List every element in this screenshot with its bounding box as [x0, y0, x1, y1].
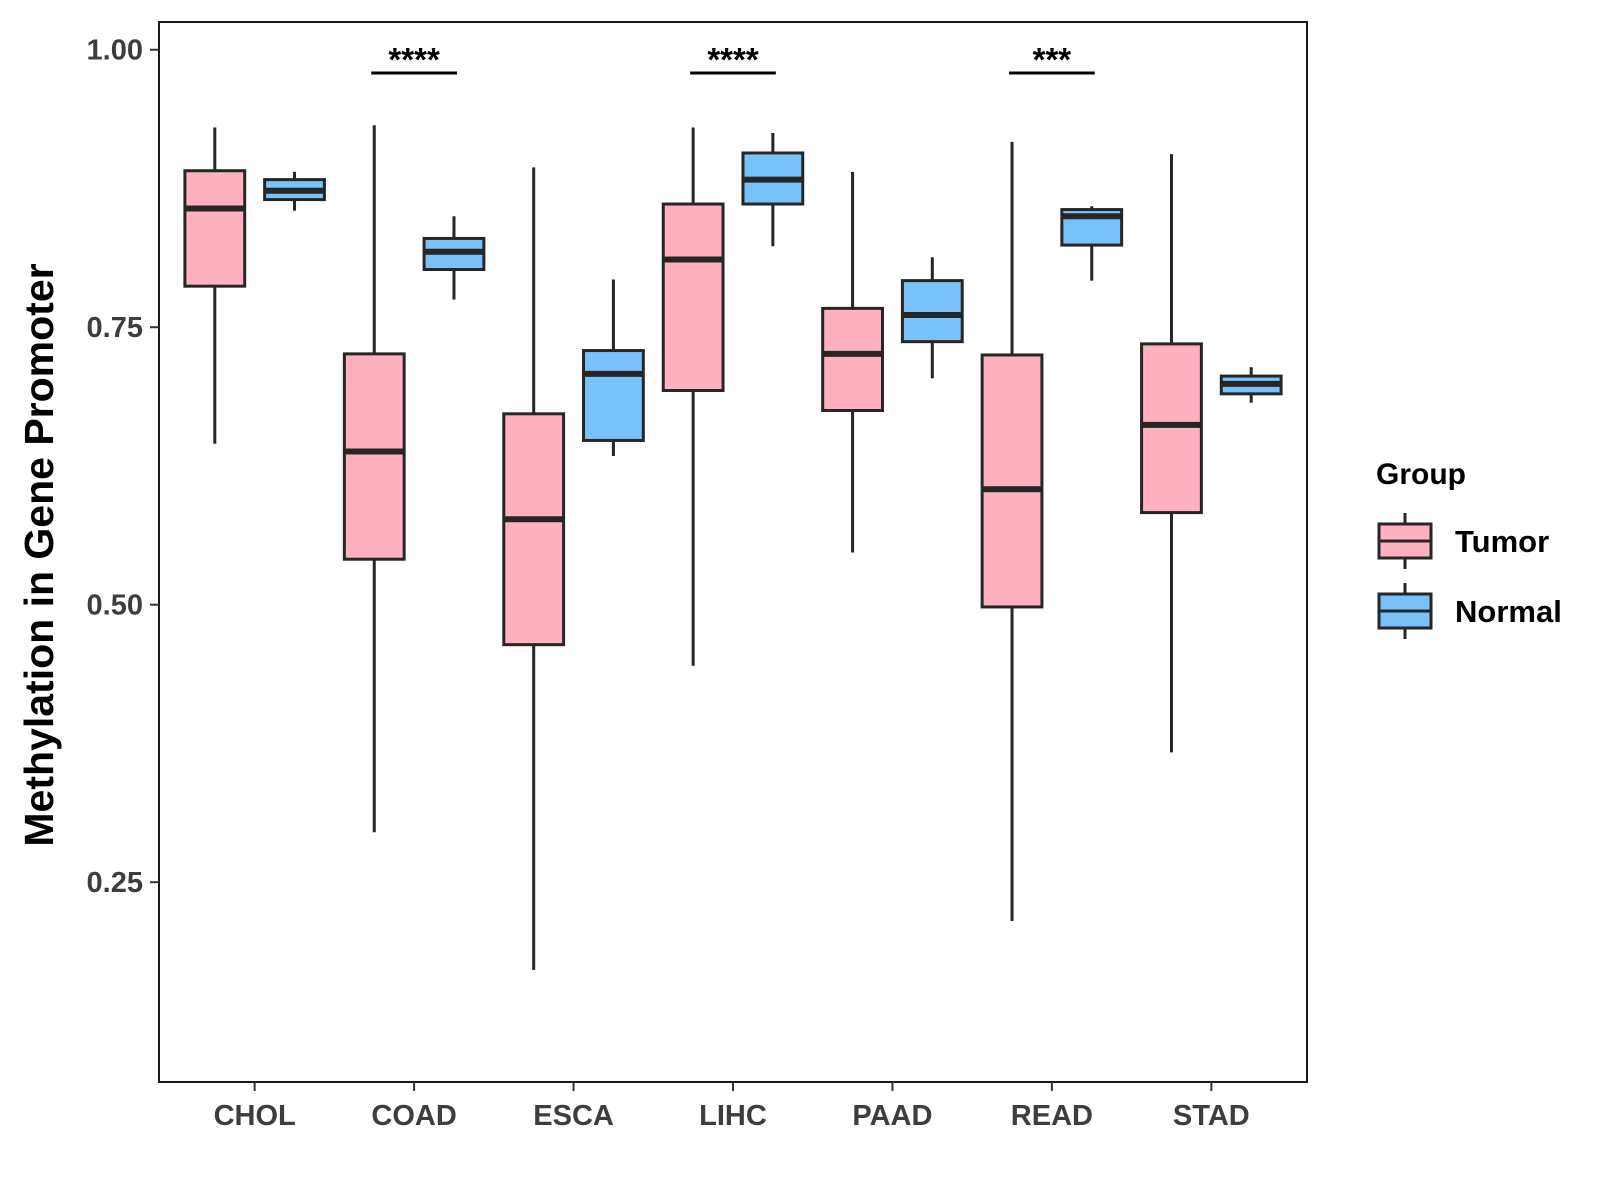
x-tick-label: CHOL [214, 1100, 296, 1132]
panel-border [158, 21, 1308, 1083]
legend-label: Normal [1455, 594, 1562, 629]
box-body [821, 306, 884, 412]
box-body [900, 279, 964, 344]
legend: Group Tumor Normal [1376, 458, 1562, 639]
box-body [661, 202, 725, 393]
box-body [582, 349, 645, 442]
x-tick-label: COAD [371, 1100, 456, 1132]
box-body [342, 352, 406, 561]
y-tick-label: 0.25 [87, 867, 143, 899]
x-tick-label: READ [1011, 1100, 1093, 1132]
significance-label: *** [1033, 41, 1072, 78]
box-tumor-chol [183, 127, 247, 444]
box-normal-read [1060, 206, 1124, 281]
legend-item-normal: Normal [1377, 583, 1562, 639]
x-tick-label: LIHC [699, 1100, 767, 1132]
x-axis: CHOL COAD ESCA LIHC PAAD READ STAD [214, 1082, 1250, 1132]
box-normal-paad [900, 257, 964, 379]
y-tick-label: 0.75 [87, 312, 143, 344]
y-axis-title: Methylation in Gene Promoter [16, 263, 62, 846]
box-normal-lihc [741, 132, 805, 247]
box-body [1140, 342, 1203, 515]
legend-label: Tumor [1455, 524, 1549, 559]
box-normal-stad [1219, 367, 1283, 403]
significance-label: **** [707, 41, 759, 78]
box-tumor-stad [1140, 154, 1203, 753]
x-tick-label: ESCA [533, 1100, 614, 1132]
x-tick-label: STAD [1173, 1100, 1250, 1132]
y-tick-label: 0.50 [87, 590, 143, 622]
box-tumor-paad [821, 171, 884, 553]
box-normal-chol [263, 171, 326, 211]
y-tick-label: 1.00 [87, 35, 143, 67]
y-axis: 0.25 0.50 0.75 1.00 [87, 35, 159, 899]
box-body [980, 353, 1044, 609]
box-tumor-coad [342, 125, 406, 833]
box-tumor-read [980, 141, 1044, 922]
box-body [502, 412, 566, 647]
plot-area: **** **** *** [158, 21, 1308, 1083]
significance-label: **** [388, 41, 440, 78]
legend-item-tumor: Tumor [1377, 513, 1549, 569]
x-tick-label: PAAD [852, 1100, 932, 1132]
box-normal-esca [582, 279, 645, 456]
box-tumor-esca [502, 167, 566, 970]
box-normal-coad [422, 216, 486, 300]
legend-title: Group [1376, 458, 1466, 491]
box-body [183, 169, 247, 288]
box-tumor-lihc [661, 127, 725, 666]
